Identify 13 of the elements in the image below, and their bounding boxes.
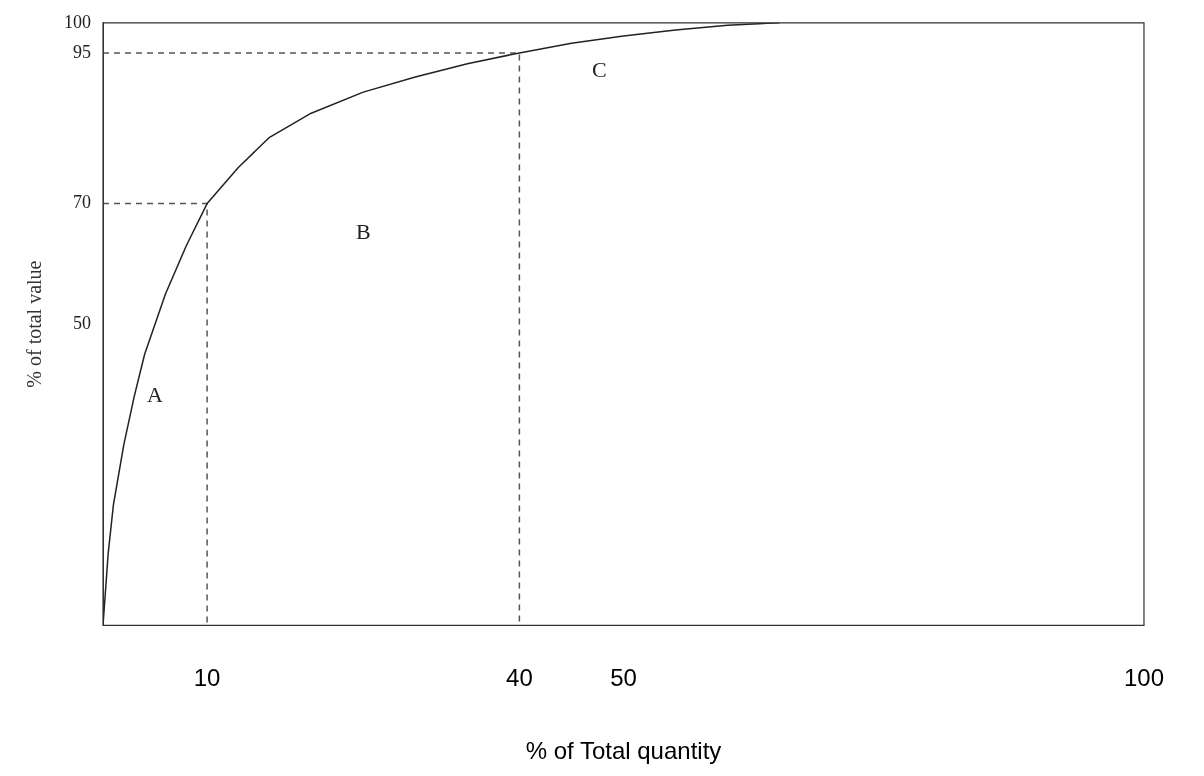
y-tick-label: 70 [73,192,91,213]
x-tick-label: 100 [1123,664,1164,692]
x-tick-label: 40 [506,664,533,692]
x-tick-label: 10 [193,664,221,692]
y-axis-title: % of total value [23,260,46,388]
x-tick-label: 50 [610,664,637,692]
y-tick-label: 50 [73,312,91,333]
y-tick-label: 100 [64,11,91,32]
y-tick-label: 95 [73,41,91,62]
x-axis-title: % of Total quantity [525,737,722,765]
annotation: A [147,382,164,408]
annotation: C [592,56,607,82]
annotation: B [355,219,371,245]
